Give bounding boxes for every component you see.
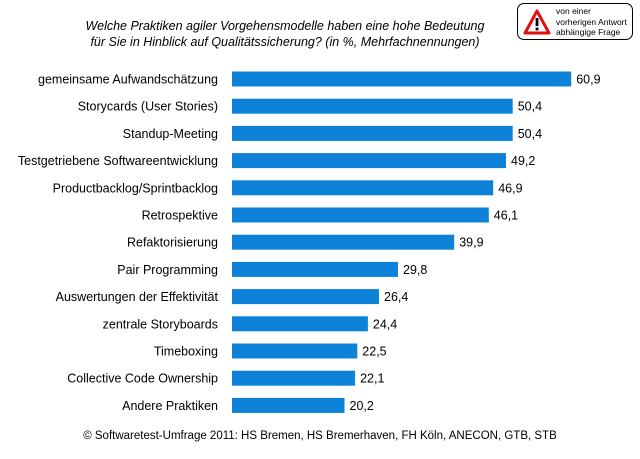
bar-9 xyxy=(232,289,379,305)
category-label-1: gemeinsame Aufwandschätzung xyxy=(38,73,218,87)
bar-1 xyxy=(232,71,572,87)
value-label-6: 46,1 xyxy=(494,209,518,223)
category-label-5: Productbacklog/Sprintbacklog xyxy=(53,181,218,195)
category-label-6: Retrospektive xyxy=(142,209,218,223)
category-label-13: Andere Praktiken xyxy=(122,399,218,413)
category-label-12: Collective Code Ownership xyxy=(67,372,218,386)
category-label-2: Storycards (User Stories) xyxy=(78,100,218,114)
value-label-4: 49,2 xyxy=(511,154,535,168)
value-label-3: 50,4 xyxy=(518,127,542,141)
value-label-11: 22,5 xyxy=(362,345,386,359)
chart-title: Welche Praktiken agiler Vorgehensmodelle… xyxy=(70,18,500,50)
category-label-4: Testgetriebene Softwareentwicklung xyxy=(18,154,218,168)
chart-title-line-1: Welche Praktiken agiler Vorgehensmodelle… xyxy=(85,19,485,33)
bar-5 xyxy=(232,180,494,196)
notice-line-1: von einer xyxy=(556,6,591,16)
category-label-9: Auswertungen der Effektivität xyxy=(56,290,219,304)
warning-triangle-icon xyxy=(523,9,551,35)
category-label-11: Timeboxing xyxy=(154,345,218,359)
chart-title-line-2: für Sie in Hinblick auf Qualitätssicheru… xyxy=(90,35,480,49)
value-label-12: 22,1 xyxy=(360,372,384,386)
value-label-7: 39,9 xyxy=(459,236,483,250)
bar-7 xyxy=(232,234,455,250)
value-label-5: 46,9 xyxy=(498,181,522,195)
footer-credit: © Softwaretest-Umfrage 2011: HS Bremen, … xyxy=(83,430,557,442)
bar-8 xyxy=(232,261,398,277)
bar-11 xyxy=(232,343,358,359)
category-label-8: Pair Programming xyxy=(117,263,218,277)
value-label-1: 60,9 xyxy=(576,73,600,87)
bar-6 xyxy=(232,207,489,223)
value-label-13: 20,2 xyxy=(350,399,374,413)
category-label-10: zentrale Storyboards xyxy=(103,317,218,331)
bar-2 xyxy=(232,98,513,114)
notice-text: von einer vorherigen Antwort abhängige F… xyxy=(556,6,627,38)
notice-line-2: vorherigen Antwort xyxy=(556,16,627,27)
bar-10 xyxy=(232,316,368,332)
bar-3 xyxy=(232,125,513,141)
notice-line-3: abhängige Frage xyxy=(556,27,621,37)
value-label-2: 50,4 xyxy=(518,100,542,114)
bar-12 xyxy=(232,370,356,386)
value-label-10: 24,4 xyxy=(373,317,397,331)
category-label-3: Standup-Meeting xyxy=(123,127,218,141)
category-label-7: Refaktorisierung xyxy=(127,236,218,250)
value-label-9: 26,4 xyxy=(384,290,408,304)
value-label-8: 29,8 xyxy=(403,263,427,277)
dependent-question-notice: von einer vorherigen Antwort abhängige F… xyxy=(517,3,633,40)
bar-4 xyxy=(232,153,506,169)
bar-13 xyxy=(232,397,345,413)
